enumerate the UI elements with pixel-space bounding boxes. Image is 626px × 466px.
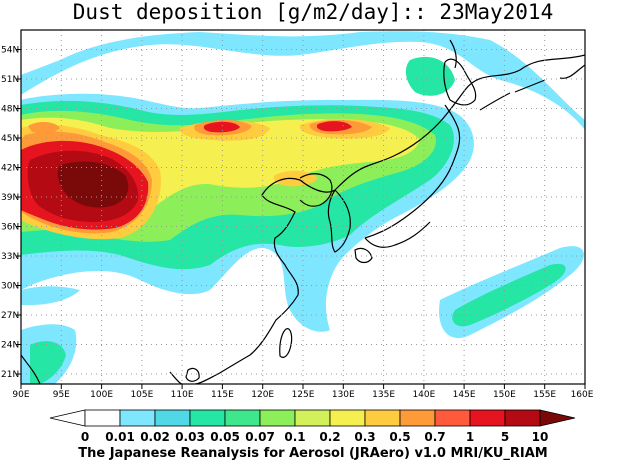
lon-tick-label: 90E (12, 390, 29, 400)
kuril-islands (479, 79, 546, 111)
colorbar-upper-arrow (539, 409, 576, 427)
lat-tick-label: 36N (1, 223, 19, 233)
lat-tick-label: 42N (1, 164, 19, 174)
colorbar-label: 0.02 (140, 430, 170, 444)
korea-peninsula (327, 189, 351, 253)
colorbar-swatch (84, 409, 121, 427)
lon-tick-label: 120E (251, 390, 274, 400)
colorbar-lower-arrow (49, 409, 86, 427)
colorbar-swatch (329, 409, 366, 427)
colorbar-label: 0.01 (105, 430, 135, 444)
colorbar-swatch (224, 409, 261, 427)
colorbar-label: 0.03 (175, 430, 205, 444)
lon-tick-label: 105E (130, 390, 153, 400)
lat-tick-label: 39N (1, 193, 19, 203)
dust-contour-level-7-mid (203, 121, 240, 133)
colorbar-label: 1 (466, 430, 474, 444)
map-title: Dust deposition [g/m2/day]:: 23May2014 (72, 0, 554, 24)
colorbar-swatch (434, 409, 471, 427)
lon-tick-label: 145E (453, 390, 476, 400)
colorbar-labels: 0 0.01 0.02 0.03 0.05 0.07 0.1 0.2 0.3 0… (81, 430, 549, 444)
lon-tick-label: 110E (171, 390, 194, 400)
lon-tick-label: 150E (493, 390, 516, 400)
lon-tick-label: 130E (332, 390, 355, 400)
colorbar-label: 10 (532, 430, 549, 444)
lat-tick-label: 45N (1, 134, 19, 144)
lon-tick-label: 125E (292, 390, 315, 400)
latitude-labels: 21N 24N 27N 30N 33N 36N 39N 42N 45N 48N … (1, 46, 19, 381)
lat-tick-label: 51N (1, 75, 19, 85)
taiwan (279, 328, 293, 358)
longitude-labels: 90E 95E 100E 105E 110E 115E 120E 125E 13… (12, 390, 593, 400)
dust-contour-level-6-nw (28, 122, 60, 134)
colorbar-label: 0.05 (210, 430, 240, 444)
coastlines (21, 39, 585, 384)
colorbar-swatch (364, 409, 401, 427)
dust-contour-level-1-south (21, 286, 80, 305)
lat-tick-label: 27N (1, 311, 19, 321)
colorbar-label: 0.7 (424, 430, 445, 444)
dust-contour-level-2-ne (405, 56, 455, 96)
dust-contour-level-7-east (316, 121, 352, 132)
dust-contour-level-2-pacific (452, 263, 566, 327)
lon-tick-label: 160E (571, 390, 594, 400)
lat-tick-label: 24N (1, 341, 19, 351)
lat-tick-label: 21N (1, 370, 19, 380)
colorbar-swatch (259, 409, 296, 427)
colorbar-swatch (399, 409, 436, 427)
sakhalin (449, 39, 457, 69)
colorbar (49, 409, 576, 427)
colorbar-swatch (189, 409, 226, 427)
colorbar-label: 0.5 (389, 430, 410, 444)
colorbar-swatch (294, 409, 331, 427)
colorbar-label: 0 (81, 430, 89, 444)
lon-tick-label: 140E (412, 390, 435, 400)
colorbar-label: 0.3 (354, 430, 375, 444)
lon-tick-label: 155E (533, 390, 556, 400)
japan-honshu (364, 104, 461, 248)
lat-tick-label: 54N (1, 46, 19, 56)
colorbar-label: 5 (501, 430, 509, 444)
lon-tick-label: 95E (53, 390, 70, 400)
dust-contour-level-9 (57, 161, 129, 208)
japan-hokkaido (443, 58, 477, 106)
lat-tick-label: 48N (1, 105, 19, 115)
colorbar-swatch (154, 409, 191, 427)
colorbar-swatch (504, 409, 541, 427)
hainan (185, 367, 200, 382)
kamchatka-coast (559, 64, 585, 79)
lat-tick-label: 33N (1, 252, 19, 262)
lat-tick-label: 30N (1, 282, 19, 292)
dust-contour-level-2-sw (30, 341, 66, 384)
kyushu (354, 247, 373, 264)
bohai-coast (299, 173, 333, 207)
lon-tick-label: 115E (211, 390, 234, 400)
colorbar-swatch (119, 409, 156, 427)
dust-contour-level-1 (21, 31, 585, 130)
dust-field (21, 31, 585, 384)
tick-marks (16, 49, 586, 389)
lon-tick-label: 135E (372, 390, 395, 400)
lon-tick-label: 100E (90, 390, 113, 400)
colorbar-label: 0.2 (319, 430, 340, 444)
colorbar-label: 0.07 (245, 430, 275, 444)
gridlines (21, 30, 585, 384)
data-source-credit: The Japanese Reanalysis for Aerosol (JRA… (78, 446, 548, 461)
colorbar-label: 0.1 (284, 430, 305, 444)
colorbar-swatch (469, 409, 506, 427)
china-korea-coast (194, 54, 585, 384)
west-border (21, 354, 41, 384)
